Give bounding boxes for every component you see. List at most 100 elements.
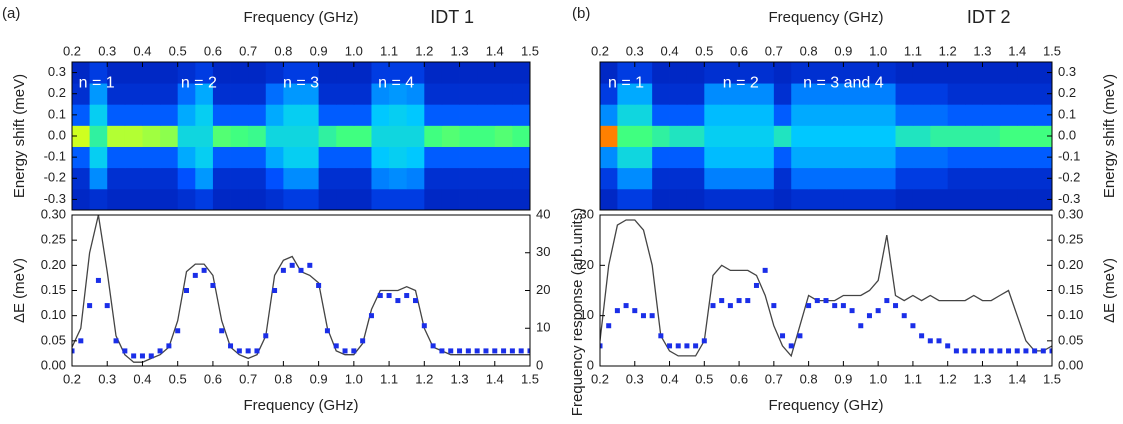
heatmap-cell — [965, 188, 983, 211]
x-tick-label: 0.3 — [98, 371, 116, 386]
data-point — [1014, 348, 1020, 354]
x-tick-label: 1.5 — [521, 43, 539, 58]
heatmap-cell — [1017, 146, 1036, 169]
heatmap-cell — [177, 62, 196, 84]
heatmap-cell — [860, 62, 879, 84]
heatmap-cell — [1034, 167, 1053, 190]
y-tick-label: 0.10 — [41, 307, 66, 322]
x-tick-label: 1.2 — [415, 43, 433, 58]
heatmap-cell — [389, 62, 408, 84]
x-axis-label: Frequency (GHz) — [243, 9, 358, 26]
heatmap-cell — [860, 167, 879, 190]
heatmap-cell — [982, 188, 1001, 211]
heatmap-cell — [965, 146, 983, 169]
heatmap-cell — [686, 167, 705, 190]
heatmap-cell — [318, 83, 337, 105]
heatmap-cell — [669, 104, 688, 126]
heatmap-cell — [406, 167, 425, 190]
heatmap-cell — [860, 83, 879, 105]
y2-tick-label: 0.05 — [1058, 332, 1083, 347]
heatmap-cell — [124, 83, 143, 105]
y-tick-label: 0.05 — [41, 332, 66, 347]
heatmap-cell — [230, 146, 249, 169]
heatmap-cell — [739, 167, 757, 190]
data-point — [219, 328, 225, 334]
heatmap-cell — [843, 188, 862, 211]
data-point — [701, 338, 707, 344]
heatmap-cell — [406, 83, 425, 105]
data-point — [745, 298, 751, 304]
y-tick-label: 0.30 — [41, 206, 66, 221]
heatmap-cell — [1017, 83, 1036, 105]
heatmap-cell — [912, 104, 931, 126]
y-tick-label: 30 — [580, 206, 594, 221]
heatmap-cell — [265, 188, 284, 211]
heatmap-cell — [826, 188, 844, 211]
heatmap-cell — [965, 125, 983, 147]
heatmap-cell — [947, 125, 966, 147]
heatmap-cell — [160, 125, 179, 147]
y2-tick-label: 30 — [536, 244, 550, 259]
plot-frame — [599, 214, 1053, 367]
data-point — [866, 313, 872, 319]
heatmap-cell — [107, 146, 126, 169]
heatmap-cell — [999, 125, 1018, 147]
data-point — [201, 267, 207, 273]
heatmap-cell — [982, 146, 1001, 169]
y-tick-label: 0.1 — [1058, 106, 1076, 121]
heatmap-cell — [860, 104, 879, 126]
heatmap-cell — [459, 146, 478, 169]
heatmap-cell — [686, 62, 705, 84]
heatmap-cell — [791, 167, 810, 190]
x-tick-label: 1.2 — [415, 371, 433, 386]
heatmap-cell — [318, 62, 337, 84]
data-point — [719, 298, 725, 304]
heatmap-cell — [72, 146, 91, 169]
heatmap-cell — [212, 83, 231, 105]
heatmap-cell — [652, 167, 670, 190]
data-point — [832, 303, 838, 309]
heatmap-cell — [895, 83, 914, 105]
heatmap-cell — [72, 167, 91, 190]
heatmap-cell — [195, 167, 214, 190]
heatmap-cell — [895, 104, 914, 126]
heatmap-cell — [318, 146, 337, 169]
heatmap-cell — [230, 62, 249, 84]
x-tick-label: 0.3 — [626, 371, 644, 386]
panel-label: (b) — [572, 5, 590, 22]
heatmap-cell — [107, 104, 126, 126]
heatmap-cell — [107, 167, 126, 190]
heatmap-cell — [195, 104, 214, 126]
heatmap-cell — [195, 125, 214, 147]
heatmap-cell — [230, 83, 249, 105]
x-tick-label: 1.5 — [1043, 43, 1061, 58]
heatmap-cell — [424, 104, 443, 126]
heatmap-cell — [160, 146, 179, 169]
data-point — [122, 348, 128, 354]
x-tick-label: 0.6 — [204, 371, 222, 386]
heatmap-cell — [982, 62, 1001, 84]
y-tick-label: 0.20 — [41, 257, 66, 272]
heatmap-cell — [301, 125, 320, 147]
heatmap-cell — [895, 167, 914, 190]
heatmap-cell — [1034, 146, 1053, 169]
heatmap-cell — [982, 83, 1001, 105]
heatmap-cell — [441, 146, 460, 169]
data-point — [483, 348, 489, 354]
y-tick-label: 20 — [580, 257, 594, 272]
heatmap-cell — [459, 125, 478, 147]
heatmap-cell — [600, 83, 618, 105]
y-tick-label: 0.3 — [48, 64, 66, 79]
data-point — [1040, 348, 1046, 354]
y-axis-label: Energy shift (meV) — [1101, 74, 1118, 198]
heatmap-cell — [773, 125, 792, 147]
heatmap-cell — [477, 83, 496, 105]
heatmap-cell — [634, 83, 653, 105]
data-point — [606, 323, 612, 329]
heatmap-cell — [600, 146, 618, 169]
heatmap-cell — [424, 125, 443, 147]
heatmap-cell — [860, 125, 879, 147]
y-tick-label: 0 — [587, 357, 594, 372]
heatmap-cell — [494, 104, 513, 126]
y2-tick-label: 40 — [536, 206, 550, 221]
